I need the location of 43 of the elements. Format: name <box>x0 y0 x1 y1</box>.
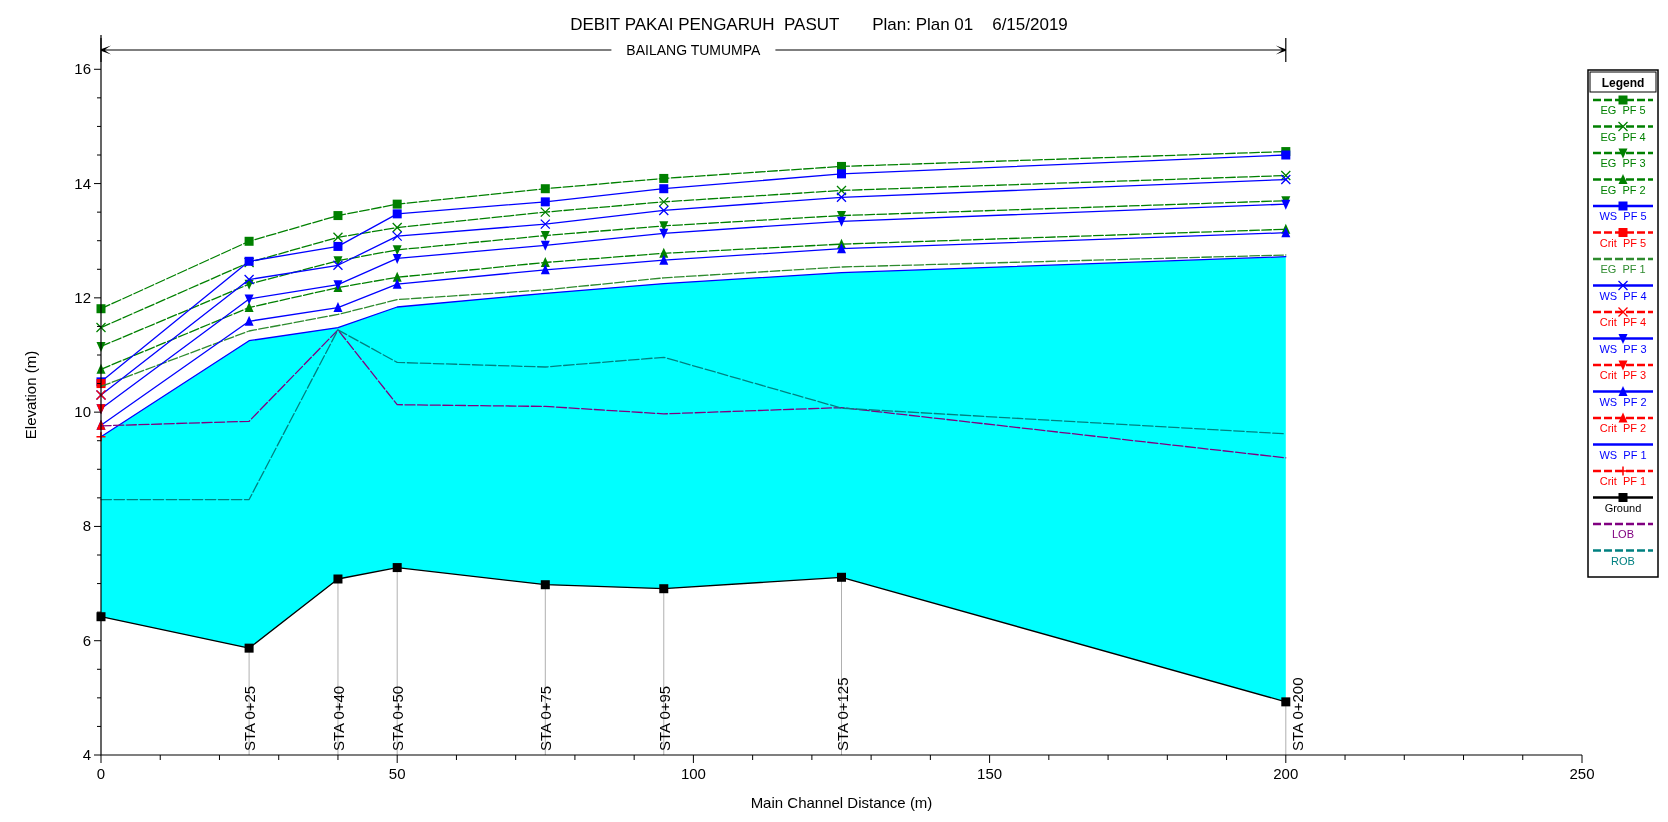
legend-label: EG PF 2 <box>1600 183 1646 196</box>
annotation: STA 0+25 <box>241 685 259 751</box>
y-tick-label: 10 <box>74 403 91 421</box>
text: EG PF 1 <box>1600 263 1646 275</box>
x-axis-title: Main Channel Distance (m) <box>750 794 933 811</box>
annotation: STA 0+200 <box>1288 677 1306 751</box>
y-axis-title: Elevation (m) <box>22 350 39 440</box>
annotation: STA 0+95 <box>655 685 673 751</box>
legend-label: EG PF 5 <box>1600 104 1646 116</box>
legend-label: EG PF 3 <box>1600 157 1646 169</box>
legend-label: WS PF 3 <box>1599 342 1647 355</box>
y-tick-label: 14 <box>74 174 91 192</box>
x-tick-label: 150 <box>977 765 1003 782</box>
x-tick-label: 50 <box>388 765 406 782</box>
y-tick-label: 12 <box>74 288 91 306</box>
annotation: BAILANG TUMUMPA <box>626 42 762 58</box>
annotation: STA 0+50 <box>389 685 407 751</box>
legend-label: Crit PF 3 <box>1599 369 1647 381</box>
x-tick-label: 0 <box>96 765 106 782</box>
y-tick-label: 16 <box>74 60 91 78</box>
legend-label: WS PF 2 <box>1599 395 1647 408</box>
legend-label: Crit PF 2 <box>1599 422 1647 434</box>
legend-title: Legend <box>1601 76 1645 90</box>
x-tick-label: 250 <box>1569 765 1595 782</box>
x-tick-label: 100 <box>680 765 706 782</box>
y-tick-label: 6 <box>82 631 91 649</box>
legend-label: Crit PF 4 <box>1599 316 1647 328</box>
text: LOB <box>1611 528 1635 540</box>
legend-label: WS PF 4 <box>1599 289 1647 302</box>
annotation: STA 0+75 <box>537 685 555 751</box>
legend-label: WS PF 5 <box>1599 210 1647 222</box>
chart-title: DEBIT PAKAI PENGARUH PASUT Plan: Plan 01 6/15/2019 <box>570 15 1068 34</box>
y-tick-label: 4 <box>82 746 91 763</box>
annotation: STA 0+125 <box>833 677 851 751</box>
legend-label: Crit PF 5 <box>1599 236 1647 249</box>
x-tick-label: 200 <box>1273 765 1299 782</box>
y-tick-label: 8 <box>82 517 91 535</box>
legend-label: Crit PF 1 <box>1599 475 1647 487</box>
legend-label: Ground <box>1604 501 1642 514</box>
legend-label: EG PF 4 <box>1600 130 1646 143</box>
annotation: STA 0+40 <box>329 685 347 751</box>
text: WS PF 1 <box>1599 448 1647 461</box>
text: ROB <box>1611 554 1635 567</box>
